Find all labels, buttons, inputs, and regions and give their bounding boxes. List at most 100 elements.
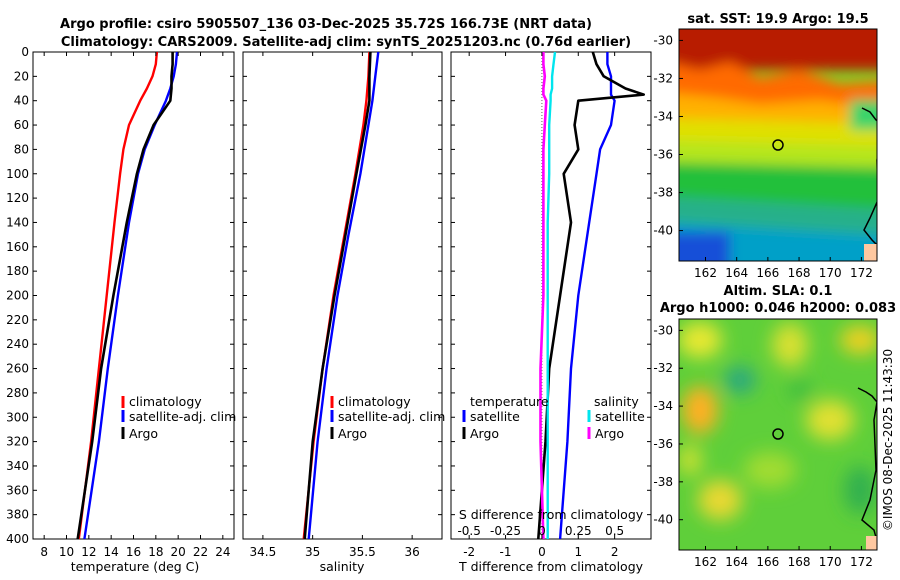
depth-tick-label: 0 [21,45,29,59]
lat-tick-label: -32 [653,361,673,375]
legend-label-argo: Argo [338,426,367,441]
series-argo [76,52,174,540]
legend-label-climatology: climatology [129,394,202,409]
salinity-series [302,51,380,540]
legend-label-s-satellite: satellite [595,409,645,424]
series-temperature-argo [537,51,646,540]
lon-tick-label: 164 [725,266,748,280]
lat-tick-label: -30 [653,323,673,337]
x-tick-label: 1 [574,545,582,559]
lat-tick-label: -34 [653,109,673,123]
temperature-legend: climatology satellite-adj. clim Argo [121,394,236,441]
lat-tick-label: -36 [653,148,673,162]
depth-tick-label: 320 [6,435,29,449]
difference-panel-frame [450,51,652,540]
temperature-panel-frame [32,51,235,540]
sst-map [679,29,877,261]
lat-tick-label: -36 [653,437,673,451]
legend-label-argo: Argo [129,426,158,441]
depth-tick-label: 380 [6,508,29,522]
lon-tick-label: 170 [819,266,842,280]
temperature-x-tick-labels: 8 10 12 14 16 18 20 22 24 [40,545,230,559]
x-tick-label: 35.5 [349,545,376,559]
salinity-axis-label: salinity [320,559,365,574]
salinity-panel-frame [242,51,443,540]
title-line-2: Climatology: CARS2009. Satellite-adj cli… [61,35,631,50]
s-tick-label: 0.25 [565,524,592,538]
x-tick-label: 20 [171,545,186,559]
x-tick-label: -2 [463,545,475,559]
series-satellite-adj-clim [83,51,179,540]
legend-label-satellite: satellite-adj. clim [129,409,236,424]
depth-tick-label: 260 [6,362,29,376]
x-tick-label: 24 [215,545,230,559]
legend-label-satellite: satellite-adj. clim [338,409,445,424]
sla-coastline [857,387,877,545]
sst-field [679,29,877,261]
x-tick-label: 12 [81,545,96,559]
s-tick-label: 0.5 [605,524,624,538]
depth-tick-label: 300 [6,410,29,424]
depth-tick-label: 180 [6,264,29,278]
lon-tick-label: 168 [788,555,811,569]
depth-tick-label: 240 [6,337,29,351]
sst-map-frame [678,28,878,262]
lon-tick-label: 162 [694,266,717,280]
lat-tick-label: -34 [653,399,673,413]
x-tick-label: 2 [611,545,619,559]
x-tick-label: 22 [193,545,208,559]
depth-tick-label: 100 [6,167,29,181]
depth-tick-label: 200 [6,289,29,303]
x-tick-label: 16 [126,545,141,559]
x-tick-label: 10 [59,545,74,559]
series-argo [303,51,372,540]
x-tick-label: 14 [104,545,119,559]
series-climatology [77,51,159,540]
salinity-legend: climatology satellite-adj. clim Argo [330,394,445,441]
sst-lon-tick-labels: 162 164 166 168 170 172 [694,257,873,280]
depth-tick-label: 80 [14,142,29,156]
sst-lat-tick-labels: -30 -32 -34 -36 -38 -40 [653,33,683,238]
lat-tick-label: -38 [653,475,673,489]
sst-land [864,244,877,261]
legend-label-t-argo: Argo [470,426,499,441]
series-salinity-argo [539,52,548,540]
temperature-series [76,51,179,540]
lon-tick-label: 172 [850,555,873,569]
lon-tick-label: 168 [788,266,811,280]
depth-tick-label: 280 [6,386,29,400]
lat-tick-label: -40 [653,513,673,527]
lon-tick-label: 166 [756,555,779,569]
sla-float-marker [772,428,784,440]
depth-tick-label: 140 [6,215,29,229]
series-salinity-satellite [546,51,557,539]
legend-label-t-satellite: satellite [470,409,520,424]
lat-tick-label: -30 [653,33,673,47]
lat-tick-label: -32 [653,71,673,85]
sla-land [866,536,877,550]
t-difference-x-tick-labels: -2 -1 0 1 2 [463,545,618,559]
temperature-axis-label: temperature (deg C) [71,559,200,574]
sla-map-title-1: Altim. SLA: 0.1 [724,284,833,299]
depth-tick-label: 120 [6,191,29,205]
lon-tick-label: 162 [694,555,717,569]
depth-tick-label: 340 [6,459,29,473]
sst-coastline [861,107,877,246]
difference-legend: temperature satellite Argo salinity sate… [462,394,645,441]
depth-tick-label: 40 [14,94,29,108]
sla-map-frame [678,318,878,551]
t-difference-axis-label: T difference from climatology [458,559,644,574]
legend-header-salinity: salinity [594,394,639,409]
s-tick-label: -0.25 [490,524,521,538]
sst-float-marker [772,139,784,151]
lon-tick-label: 170 [819,555,842,569]
depth-tick-label: 160 [6,240,29,254]
x-tick-label: 8 [40,545,48,559]
s-tick-label: 0 [538,524,546,538]
tick-marks [33,51,651,540]
depth-tick-labels: 0 20 40 60 80 100 120 140 160 180 200 220 240 260 280 3… [6,45,29,546]
lat-tick-label: -38 [653,186,673,200]
depth-tick-label: 220 [6,313,29,327]
sla-field [679,322,877,520]
lon-tick-label: 164 [725,555,748,569]
